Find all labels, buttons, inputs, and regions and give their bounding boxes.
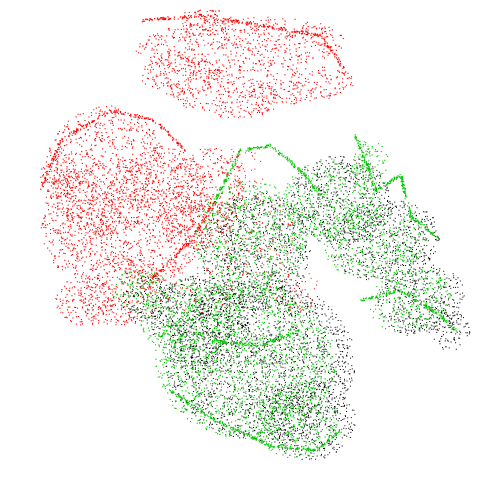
red-dragon-point-cloud xyxy=(40,9,354,326)
